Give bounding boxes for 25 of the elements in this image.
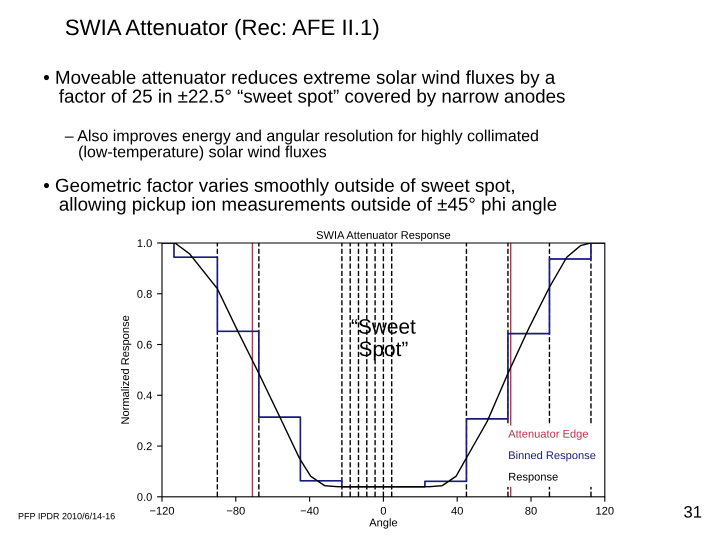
- text: Response: [509, 472, 558, 483]
- text: PFP IPDR 2010/6/14-16: [18, 512, 115, 520]
- text: – Also improves energy and angular resolution for highly collimated (low-temperature) solar wind fluxes: [64, 130, 538, 161]
- x-tick-label: 40: [451, 506, 463, 515]
- y-tick-label: 0.4: [137, 392, 152, 400]
- x-tick-label: 120: [596, 506, 614, 515]
- x-tick-label: −120: [150, 506, 174, 515]
- y-tick-label: 0.6: [137, 340, 152, 349]
- x-tick-label: 0: [380, 506, 386, 515]
- x-tick-label: 80: [525, 506, 537, 515]
- text: • Geometric factor varies smoothly outside of sweet spot, allowing pickup ion measurements outside of ±45° phi angle: [44, 178, 556, 215]
- text: 31: [684, 506, 702, 518]
- text: • Moveable attenuator reduces extreme solar wind fluxes by a factor of 25 in ±22.5° “sweet spot” covered by narrow anodes: [44, 70, 565, 107]
- y-tick-label: 0.8: [137, 290, 152, 298]
- chart-title: SWIA Attenuator Response: [316, 231, 450, 242]
- y-axis-title: Normalized Response: [120, 316, 132, 424]
- text: Binned Response: [509, 451, 596, 462]
- x-tick-label: −40: [300, 506, 319, 515]
- x-tick-label: −80: [226, 506, 245, 515]
- y-tick-label: 1.0: [138, 239, 152, 248]
- y-tick-label: 0.2: [137, 442, 152, 450]
- text: SWIA Attenuator (Rec: AFE II.1): [66, 18, 378, 40]
- y-tick-label: 0.0: [137, 493, 152, 501]
- ref-line-label: Attenuator Edge: [508, 430, 588, 440]
- x-axis-title: Angle: [369, 518, 398, 529]
